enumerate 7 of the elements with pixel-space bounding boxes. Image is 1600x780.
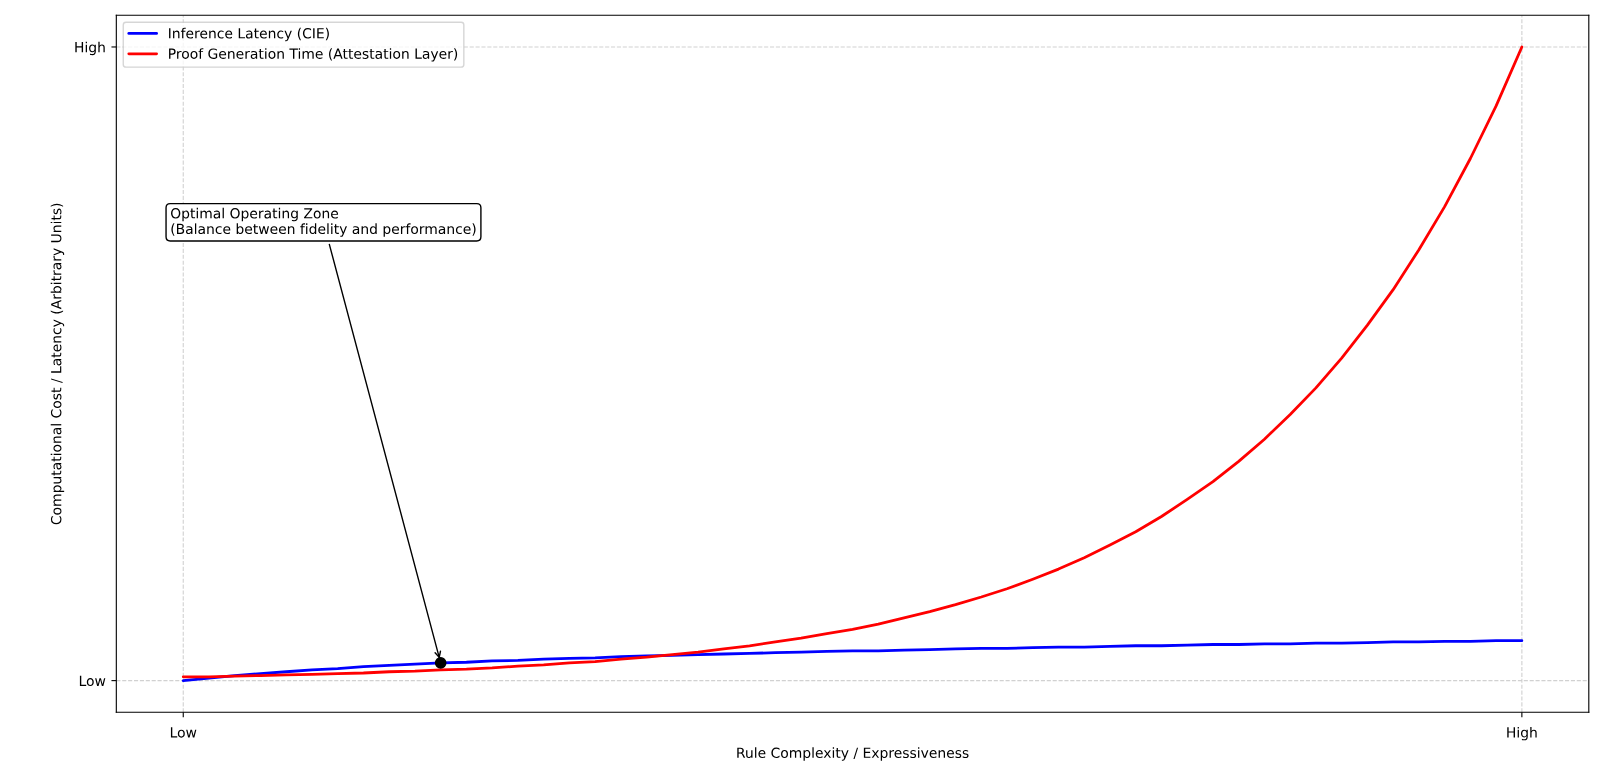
legend-label: Inference Latency (CIE) bbox=[169, 27, 329, 42]
x-axis-title: Rule Complexity / Expressiveness bbox=[737, 747, 969, 761]
annotation: Optimal Operating Zone (Balance between fidelity and performance) bbox=[170, 207, 476, 237]
text: High bbox=[75, 41, 105, 56]
text: Computational Cost / Latency (Arbitrary Units) bbox=[50, 203, 65, 525]
text: Low bbox=[79, 675, 106, 687]
legend-label: Proof Generation Time (Attestation Layer) bbox=[169, 48, 458, 62]
